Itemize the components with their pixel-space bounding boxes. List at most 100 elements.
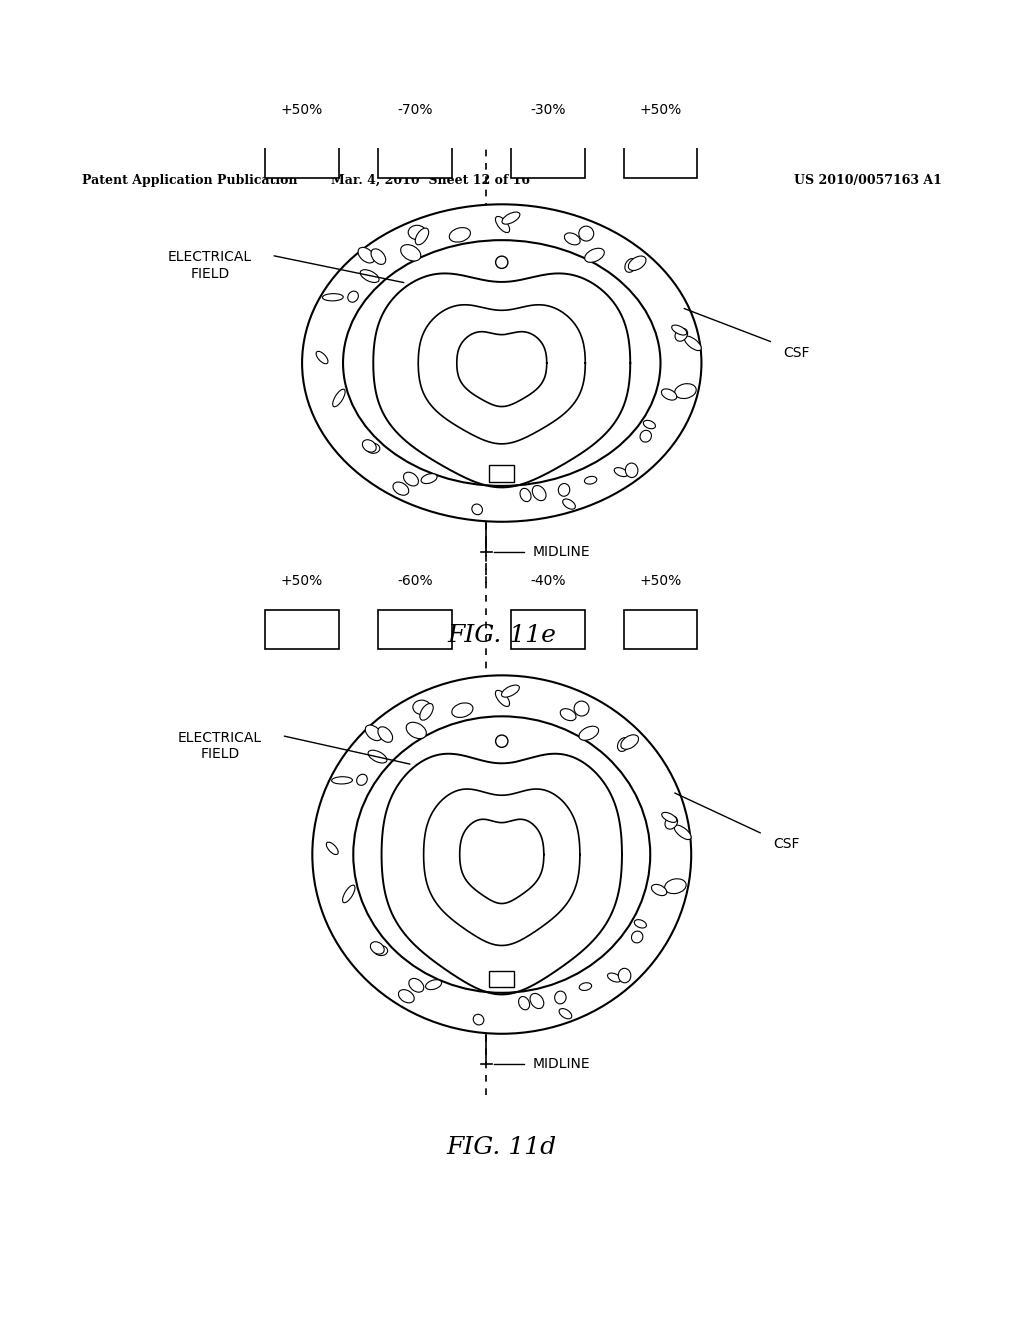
Ellipse shape — [518, 997, 529, 1010]
Ellipse shape — [559, 1008, 571, 1019]
Ellipse shape — [665, 879, 686, 894]
Ellipse shape — [560, 709, 577, 721]
Text: MIDLINE: MIDLINE — [532, 1057, 590, 1072]
Ellipse shape — [675, 384, 696, 399]
FancyBboxPatch shape — [265, 610, 339, 648]
Text: -40%: -40% — [530, 574, 565, 589]
Text: ELECTRICAL
FIELD: ELECTRICAL FIELD — [178, 731, 262, 760]
Ellipse shape — [579, 726, 599, 741]
Ellipse shape — [675, 329, 687, 342]
Ellipse shape — [378, 727, 392, 742]
Ellipse shape — [502, 213, 520, 224]
FancyBboxPatch shape — [378, 139, 452, 178]
Ellipse shape — [360, 269, 379, 282]
Text: CSF: CSF — [773, 837, 800, 851]
Ellipse shape — [614, 467, 628, 477]
Ellipse shape — [374, 945, 388, 956]
Ellipse shape — [393, 482, 409, 495]
FancyBboxPatch shape — [624, 610, 697, 648]
Ellipse shape — [532, 486, 546, 500]
Ellipse shape — [353, 717, 650, 993]
Ellipse shape — [371, 249, 386, 264]
Ellipse shape — [400, 244, 421, 261]
Ellipse shape — [323, 293, 343, 301]
Ellipse shape — [343, 240, 660, 486]
Ellipse shape — [368, 750, 387, 763]
Ellipse shape — [625, 259, 637, 272]
Ellipse shape — [640, 430, 651, 442]
Ellipse shape — [496, 690, 510, 706]
Ellipse shape — [580, 982, 592, 990]
Ellipse shape — [327, 842, 338, 854]
Ellipse shape — [617, 738, 629, 751]
Ellipse shape — [585, 477, 597, 484]
Ellipse shape — [366, 725, 382, 741]
Text: MIDLINE: MIDLINE — [532, 545, 590, 560]
Ellipse shape — [348, 292, 358, 302]
Ellipse shape — [302, 205, 701, 521]
Text: +50%: +50% — [639, 103, 682, 117]
Ellipse shape — [618, 969, 631, 983]
Ellipse shape — [626, 463, 638, 478]
Ellipse shape — [403, 473, 419, 486]
Ellipse shape — [409, 226, 426, 240]
Ellipse shape — [452, 704, 473, 718]
Ellipse shape — [426, 979, 441, 990]
FancyBboxPatch shape — [511, 139, 585, 178]
Text: ELECTRICAL
FIELD: ELECTRICAL FIELD — [168, 251, 252, 281]
Text: -70%: -70% — [397, 103, 432, 117]
Ellipse shape — [473, 1014, 483, 1024]
Ellipse shape — [496, 216, 510, 232]
Ellipse shape — [574, 701, 589, 715]
Text: -30%: -30% — [530, 103, 565, 117]
Ellipse shape — [563, 499, 575, 510]
Ellipse shape — [674, 825, 691, 840]
Ellipse shape — [333, 389, 345, 407]
Ellipse shape — [356, 775, 368, 785]
FancyBboxPatch shape — [624, 139, 697, 178]
Ellipse shape — [607, 973, 621, 982]
Text: US 2010/0057163 A1: US 2010/0057163 A1 — [795, 174, 942, 186]
Ellipse shape — [366, 444, 380, 453]
Ellipse shape — [316, 351, 328, 364]
Ellipse shape — [332, 776, 352, 784]
Ellipse shape — [409, 978, 424, 993]
Text: Mar. 4, 2010  Sheet 12 of 16: Mar. 4, 2010 Sheet 12 of 16 — [331, 174, 529, 186]
Ellipse shape — [496, 256, 508, 268]
Ellipse shape — [579, 226, 594, 242]
Text: Patent Application Publication: Patent Application Publication — [82, 174, 297, 186]
Ellipse shape — [632, 931, 643, 942]
Ellipse shape — [621, 735, 639, 750]
Ellipse shape — [662, 389, 677, 400]
FancyBboxPatch shape — [378, 610, 452, 648]
Ellipse shape — [502, 685, 519, 697]
Ellipse shape — [416, 228, 429, 244]
Text: +50%: +50% — [281, 574, 324, 589]
FancyBboxPatch shape — [265, 139, 339, 178]
Ellipse shape — [665, 816, 678, 829]
FancyBboxPatch shape — [511, 610, 585, 648]
Ellipse shape — [407, 722, 426, 739]
Ellipse shape — [362, 440, 376, 453]
Ellipse shape — [420, 704, 433, 721]
FancyBboxPatch shape — [489, 466, 514, 482]
Ellipse shape — [555, 991, 566, 1005]
Text: CSF: CSF — [783, 346, 810, 360]
Ellipse shape — [662, 812, 677, 822]
Ellipse shape — [472, 504, 482, 515]
Ellipse shape — [634, 920, 646, 928]
Text: +50%: +50% — [281, 103, 324, 117]
Ellipse shape — [413, 700, 431, 714]
Ellipse shape — [643, 420, 655, 429]
Text: -60%: -60% — [397, 574, 432, 589]
Ellipse shape — [564, 232, 581, 246]
FancyBboxPatch shape — [489, 970, 514, 987]
Ellipse shape — [530, 994, 544, 1008]
Ellipse shape — [629, 256, 646, 271]
Ellipse shape — [496, 735, 508, 747]
Ellipse shape — [520, 488, 531, 502]
Ellipse shape — [450, 227, 470, 242]
Ellipse shape — [371, 941, 384, 954]
Ellipse shape — [672, 325, 687, 335]
Ellipse shape — [421, 474, 437, 483]
